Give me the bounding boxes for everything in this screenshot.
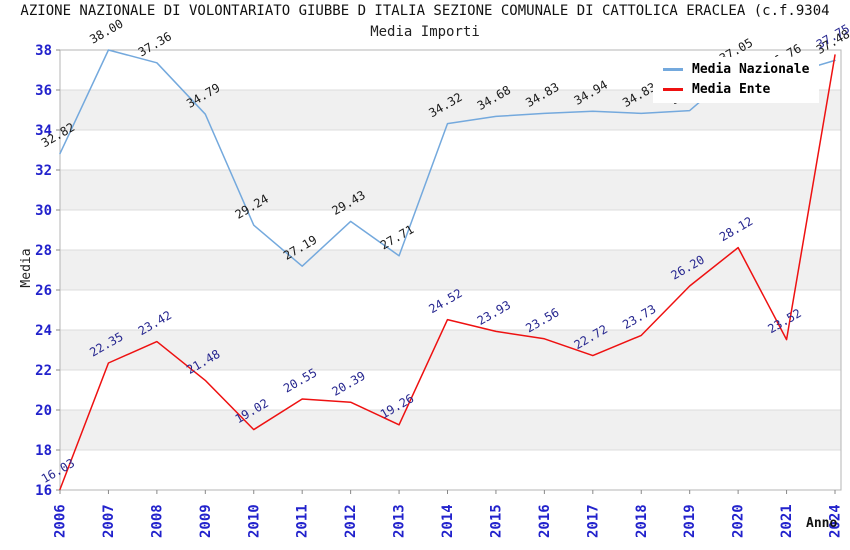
x-tick-label: 2013	[392, 504, 408, 538]
y-tick-label: 30	[35, 203, 52, 219]
legend-label: Media Ente	[692, 82, 771, 97]
x-tick-label: 2012	[343, 504, 359, 538]
plot-band	[60, 250, 841, 290]
x-tick-label: 2008	[149, 504, 165, 538]
data-label: 23.73	[620, 302, 658, 332]
data-label: 20.39	[329, 369, 367, 399]
x-tick-label: 2018	[634, 504, 650, 538]
plot-border	[59, 49, 842, 491]
y-tick-label: 20	[35, 403, 52, 419]
x-tick-label: 2020	[731, 504, 747, 538]
x-tick-label: 2014	[440, 504, 456, 538]
x-tick-label: 2007	[101, 504, 117, 538]
data-label: 24.52	[426, 286, 464, 316]
x-tick-label: 2024	[828, 504, 844, 538]
legend: Media Nazionale Media Ente	[653, 57, 820, 103]
x-tick-label: 2019	[682, 504, 698, 538]
media-nazionale-line-swatch-icon	[663, 68, 683, 71]
x-tick-label: 2009	[198, 504, 214, 538]
y-tick-label: 28	[35, 243, 52, 259]
data-label: 28.12	[717, 214, 755, 244]
x-tick-label: 2017	[585, 504, 601, 538]
data-label: 27.71	[378, 222, 416, 252]
y-tick-label: 18	[35, 443, 52, 459]
x-tick-label: 2010	[246, 504, 262, 538]
plot-band	[60, 170, 841, 210]
chart-org-title: AZIONE NAZIONALE DI VOLONTARIATO GIUBBE …	[20, 3, 830, 19]
plot-band	[60, 330, 841, 370]
data-label: 37.36	[136, 29, 174, 59]
series-line-media-ente	[59, 54, 836, 491]
data-label: 16.03	[39, 456, 77, 486]
legend-item-media-ente: Media Ente	[663, 82, 809, 97]
data-label: 23.93	[475, 298, 513, 328]
legend-label: Media Nazionale	[692, 62, 810, 77]
y-tick-label: 26	[35, 283, 52, 299]
y-tick-label: 38	[35, 43, 52, 59]
x-tick-label: 2015	[488, 504, 504, 538]
axis-title-anno: Anno	[806, 516, 837, 531]
y-tick-label: 32	[35, 163, 52, 179]
chart-subtitle: Media Importi	[370, 24, 480, 40]
y-tick-label: 24	[35, 323, 52, 339]
x-tick-label: 2011	[295, 504, 311, 538]
data-label: 38.00	[87, 16, 125, 46]
axis-title-media: Media	[19, 248, 34, 287]
legend-item-media-nazionale: Media Nazionale	[663, 62, 809, 77]
y-tick-label: 34	[35, 123, 52, 139]
y-tick-label: 16	[35, 483, 52, 499]
y-tick-label: 36	[35, 83, 52, 99]
x-tick-label: 2016	[537, 504, 553, 538]
x-tick-label: 2006	[53, 504, 69, 538]
y-tick-label: 22	[35, 363, 52, 379]
media-ente-line-swatch-icon	[663, 88, 683, 91]
plot-band	[60, 410, 841, 450]
x-tick-label: 2021	[779, 504, 795, 538]
